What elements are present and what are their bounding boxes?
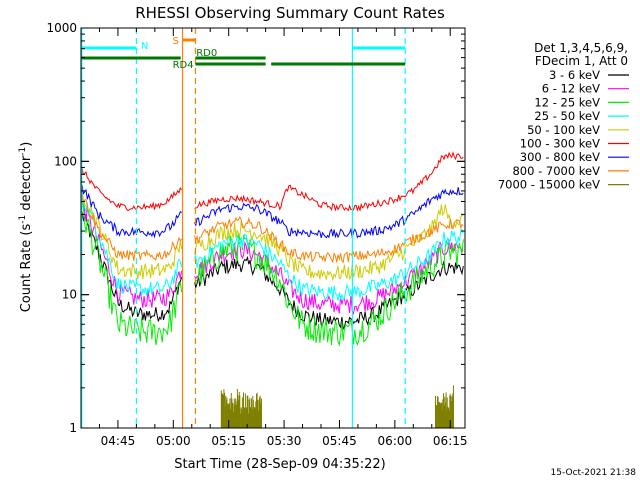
x-tick-label: 04:45 (101, 434, 136, 448)
y-axis-label-part3: ) (19, 142, 34, 147)
series-3-6-kev (81, 211, 464, 331)
x-tick-label: 06:15 (433, 434, 468, 448)
legend-header-line1: Det 1,3,4,5,6,9, (534, 41, 628, 55)
y-tick-label: 10 (62, 288, 77, 302)
x-tick-label: 05:30 (267, 434, 302, 448)
series-100-300-kev (81, 151, 464, 213)
series-layer (81, 151, 464, 428)
legend-label-50-100-kev: 50 - 100 keV (527, 123, 600, 137)
series-12-25-kev (81, 197, 464, 347)
x-tick-label: 05:00 (156, 434, 191, 448)
flag-n: N (81, 41, 406, 52)
legend-header-line2: FDecim 1, Att 0 (535, 54, 628, 68)
legend-label-7000-15000-kev: 7000 - 15000 keV (498, 178, 600, 192)
flag-rd0: RD0 (81, 48, 266, 60)
x-tick-label: 05:15 (211, 434, 246, 448)
y-axis-ticks: 1 10 100 1000 (46, 21, 465, 435)
y-axis-label: Count Rate (s-1 detector-1) (18, 142, 34, 313)
flag-rd4: RD4 (173, 60, 406, 71)
x-axis-label: Start Time (28-Sep-09 04:35:22) (174, 457, 385, 472)
y-axis-label-part2: detector (19, 155, 34, 215)
legend-label-3-6-kev: 3 - 6 keV (549, 68, 600, 82)
x-tick-label: 06:00 (378, 434, 413, 448)
flag-s-label: S (172, 36, 178, 47)
axes-frame (80, 27, 466, 429)
y-axis-label-sup2: -1 (18, 147, 28, 156)
chart-title: RHESSI Observing Summary Count Rates (135, 4, 445, 22)
series-50-100-kev (81, 190, 464, 282)
series-300-800-kev (81, 185, 464, 239)
flag-rd4-label: RD4 (173, 60, 194, 71)
y-tick-label: 1000 (46, 21, 77, 35)
series-800-7000-kev (81, 194, 464, 264)
legend-label-12-25-kev: 12 - 25 keV (534, 95, 600, 109)
series-25-50-kev (81, 198, 464, 301)
legend-label-25-50-kev: 25 - 50 keV (534, 109, 600, 123)
vertical-lines (81, 28, 406, 428)
y-tick-label: 1 (69, 421, 77, 435)
legend-label-100-300-kev: 100 - 300 keV (520, 137, 600, 151)
x-axis-ticks: 04:45 05:00 05:15 05:30 05:45 06:00 06:15 (80, 28, 468, 448)
series-7000-15000-kev (220, 385, 454, 428)
flag-n-label: N (141, 41, 148, 52)
legend-label-6-12-kev: 6 - 12 keV (542, 82, 600, 96)
flag-s: S (172, 36, 196, 47)
legend: Det 1,3,4,5,6,9, FDecim 1, Att 0 3 - 6 k… (498, 41, 629, 192)
legend-label-300-800-kev: 300 - 800 keV (520, 150, 600, 164)
timestamp: 15-Oct-2021 21:38 (551, 468, 637, 478)
legend-label-800-7000-kev: 800 - 7000 keV (512, 164, 600, 178)
y-axis-label-sup1: -1 (18, 215, 28, 224)
y-tick-label: 100 (54, 154, 77, 168)
y-axis-label-part1: Count Rate (s (19, 224, 34, 313)
x-tick-label: 05:45 (322, 434, 357, 448)
flag-rd0-label: RD0 (196, 48, 217, 59)
